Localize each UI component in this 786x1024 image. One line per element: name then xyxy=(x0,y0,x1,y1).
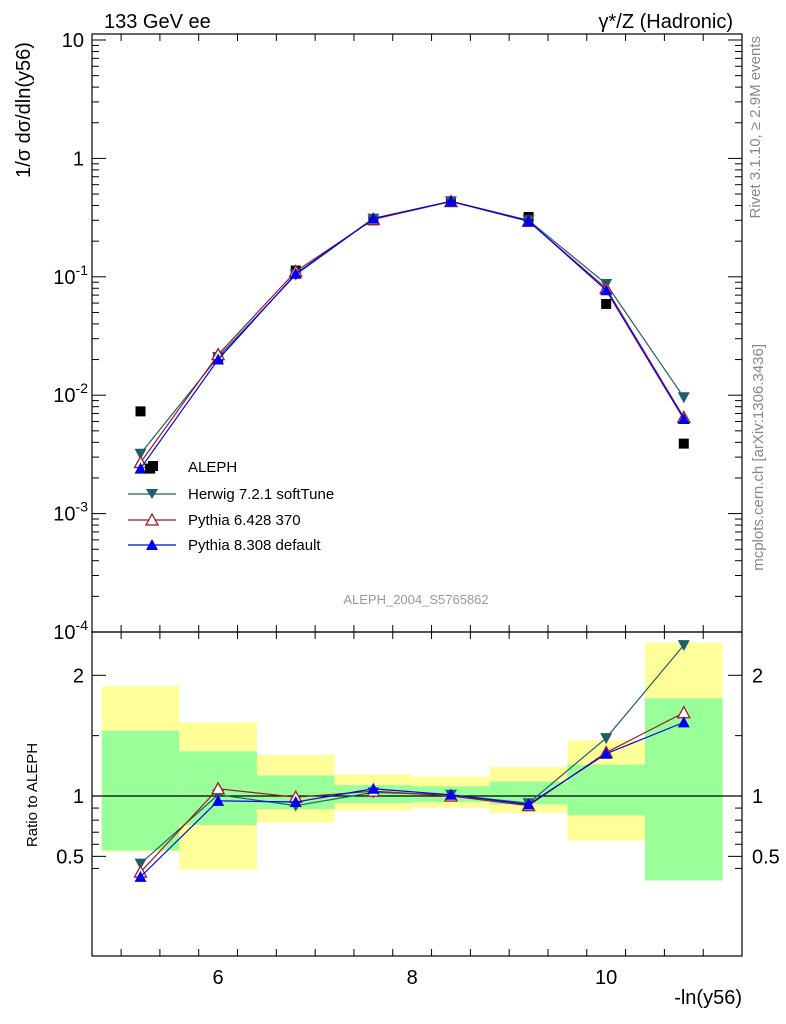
legend-herwig-marker xyxy=(146,489,158,499)
header-left: 133 GeV ee xyxy=(104,11,211,33)
ratio-y-tick-label-right: 1 xyxy=(752,786,763,808)
main-data-point xyxy=(135,406,146,417)
ratio-band-green xyxy=(644,698,723,881)
main-y-tick-label: 10-1 xyxy=(53,262,88,289)
ratio-y-tick-label-left: 2 xyxy=(73,665,84,687)
ratio-y-tick-label-left: 0.5 xyxy=(56,846,84,868)
legend-aleph-label: ALEPH xyxy=(188,459,237,476)
ratio-data-point xyxy=(289,796,302,808)
ratio-series-line xyxy=(140,712,685,873)
ratio-data-point xyxy=(212,794,225,806)
ratio-data-point xyxy=(444,788,457,800)
ratio-y-tick-label-right: 2 xyxy=(752,665,763,687)
ratio-y-tick-label-right: 0.5 xyxy=(752,846,780,868)
main-axes: 10 1 10-1 10-2 10-3 10-4 xyxy=(53,30,742,644)
main-data-point xyxy=(601,298,612,309)
x-tick-label: 10 xyxy=(595,967,617,989)
ratio-data-point xyxy=(600,747,613,759)
main-y-tick-label: 10 xyxy=(62,30,84,52)
ratio-plot-frame xyxy=(91,631,743,957)
ratio-band-green xyxy=(101,730,180,851)
main-data-point xyxy=(134,448,147,460)
legend-item-pythia6: Pythia 6.428 370 xyxy=(128,512,301,529)
ratio-data-point xyxy=(134,870,147,882)
main-data-point xyxy=(134,462,147,474)
main-data-point xyxy=(289,267,302,279)
x-axis-label: -ln(y56) xyxy=(674,987,742,1009)
legend-pythia8-marker xyxy=(146,539,158,550)
ratio-axes: 0.5 0.5 1 1 2 2 6 8 10 xyxy=(56,632,780,989)
ratio-band-green xyxy=(567,764,645,816)
ratio-data-point xyxy=(522,798,535,810)
main-y-tick-label: 10-2 xyxy=(53,380,88,407)
main-y-axis-label: 1/σ dσ/dln(y56) xyxy=(13,42,35,178)
ratio-series-marks xyxy=(133,640,691,882)
legend-item-herwig: Herwig 7.2.1 softTune xyxy=(128,486,334,503)
x-tick-label: 8 xyxy=(407,967,418,989)
legend-aleph-marker xyxy=(148,461,158,471)
x-tick-label: 6 xyxy=(213,967,224,989)
main-series-line xyxy=(140,200,685,455)
ratio-data-point xyxy=(600,733,613,745)
legend-herwig-label: Herwig 7.2.1 softTune xyxy=(188,486,334,503)
header-right: γ*/Z (Hadronic) xyxy=(599,11,733,33)
legend-pythia8-label: Pythia 8.308 default xyxy=(188,537,321,554)
legend-pythia6-marker xyxy=(144,512,160,526)
main-data-point xyxy=(522,214,535,226)
main-data-point xyxy=(677,412,690,424)
main-y-tick-label: 10-3 xyxy=(53,499,88,526)
main-data-point xyxy=(678,438,689,449)
main-y-tick-label: 1 xyxy=(73,148,84,170)
mcplots-credit-text: mcplots.cern.ch [arXiv:1306.3436] xyxy=(750,344,767,571)
ratio-data-point xyxy=(134,858,147,870)
main-data-point xyxy=(444,195,457,207)
ratio-y-axis-label: Ratio to ALEPH xyxy=(24,743,41,847)
main-data-point xyxy=(212,353,225,365)
main-data-point xyxy=(677,392,690,404)
rivet-version-text: Rivet 3.1.10, ≥ 2.9M events xyxy=(747,36,764,219)
legend: ALEPH Herwig 7.2.1 softTune Pythia 6.428… xyxy=(128,459,334,554)
main-series-line xyxy=(140,200,685,469)
ratio-data-point xyxy=(677,640,690,652)
main-series-marks xyxy=(133,194,691,474)
main-data-point xyxy=(600,284,613,296)
ratio-series-line xyxy=(140,721,685,878)
ratio-data-point xyxy=(677,716,690,728)
legend-pythia6-label: Pythia 6.428 370 xyxy=(188,512,301,529)
ratio-uncertainty-bands xyxy=(101,642,723,881)
legend-item-aleph: ALEPH xyxy=(148,459,237,476)
ratio-clipped-group xyxy=(133,640,691,882)
main-data-point xyxy=(367,212,380,224)
ratio-data-point xyxy=(211,781,226,795)
ratio-data-point xyxy=(367,782,380,794)
ratio-y-tick-label-left: 1 xyxy=(73,786,84,808)
legend-item-pythia8: Pythia 8.308 default xyxy=(128,537,321,554)
main-series-line xyxy=(140,200,685,463)
main-y-tick-label: 10-4 xyxy=(53,617,88,644)
analysis-id-text: ALEPH_2004_S5765862 xyxy=(343,592,488,607)
